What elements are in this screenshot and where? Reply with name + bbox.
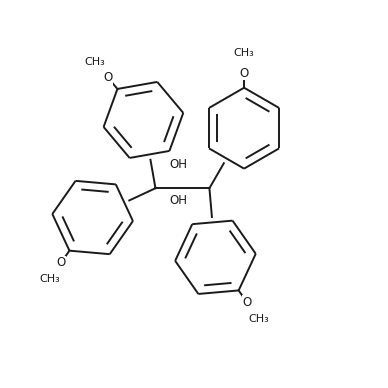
Text: O: O xyxy=(242,296,252,309)
Text: O: O xyxy=(56,256,66,269)
Text: CH₃: CH₃ xyxy=(234,48,255,58)
Text: O: O xyxy=(239,67,249,80)
Text: O: O xyxy=(104,71,113,84)
Text: CH₃: CH₃ xyxy=(248,314,269,324)
Text: CH₃: CH₃ xyxy=(39,274,60,284)
Text: CH₃: CH₃ xyxy=(85,57,106,68)
Text: OH: OH xyxy=(170,158,187,171)
Text: OH: OH xyxy=(170,194,187,207)
